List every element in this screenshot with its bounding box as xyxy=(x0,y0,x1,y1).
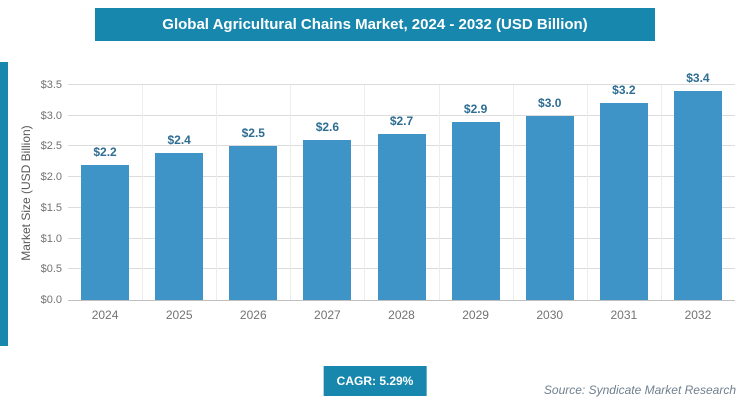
bar-value-label: $3.0 xyxy=(538,95,562,110)
vertical-gridline xyxy=(364,85,366,300)
bar xyxy=(599,103,648,300)
bar-value-label: $2.6 xyxy=(315,120,340,135)
bar-value-label: $2.7 xyxy=(389,114,414,129)
bar xyxy=(377,134,426,300)
x-tick-label: 2029 xyxy=(462,308,489,322)
bar xyxy=(451,121,500,300)
bar xyxy=(525,115,574,300)
vertical-gridline xyxy=(512,85,514,300)
x-axis: 2024 2025 2026 2027 2028 2029 2030 2031 2032 xyxy=(68,308,735,328)
header-banner: Global Agricultural Chains Market, 2024 … xyxy=(95,8,655,41)
vertical-gridline xyxy=(586,85,588,300)
x-tick-label: 2031 xyxy=(610,308,638,322)
chart-title: Global Agricultural Chains Market, 2024 … xyxy=(162,16,588,33)
bar xyxy=(81,164,130,300)
y-tick-label: $2.5 xyxy=(40,140,62,153)
x-tick-label: 2026 xyxy=(239,308,267,322)
y-tick-label: $1.5 xyxy=(40,201,62,214)
bar xyxy=(229,146,278,300)
accent-strip xyxy=(0,62,8,346)
bar-value-label: $2.9 xyxy=(463,101,488,116)
cagr-badge: CAGR: 5.29% xyxy=(323,366,427,396)
plot-area: $2.2 $2.4 $2.5 $2.6 $2.7 $2.9 $3.0 $3.2 $3.4 xyxy=(68,71,735,301)
gridline xyxy=(68,114,735,116)
y-tick-label: $1.0 xyxy=(40,232,62,245)
x-tick-label: 2030 xyxy=(536,308,564,322)
vertical-gridline xyxy=(660,85,662,300)
vertical-gridline xyxy=(142,85,144,300)
vertical-gridline xyxy=(438,85,440,300)
y-tick-label: $3.0 xyxy=(40,109,62,122)
bar-value-label: $2.5 xyxy=(241,126,265,141)
y-tick-label: $3.5 xyxy=(40,79,62,91)
x-tick-label: 2024 xyxy=(91,308,119,322)
bar-value-label: $3.4 xyxy=(686,71,710,86)
x-tick-label: 2025 xyxy=(165,308,193,322)
bar-value-label: $2.2 xyxy=(93,144,117,159)
source-credit: Source: Syndicate Market Research xyxy=(543,383,736,397)
y-tick-label: $0.0 xyxy=(40,294,62,306)
vertical-gridline xyxy=(290,85,292,300)
y-axis: $0.0 $0.5 $1.0 $1.5 $2.0 $2.5 $3.0 $3.5 xyxy=(14,79,62,306)
bar xyxy=(303,140,352,300)
bar-value-label: $2.4 xyxy=(167,132,191,147)
bar xyxy=(673,91,722,300)
x-tick-label: 2027 xyxy=(314,308,341,322)
x-tick-label: 2032 xyxy=(684,308,712,322)
y-tick-label: $2.0 xyxy=(40,171,62,184)
bar-value-label: $3.2 xyxy=(612,83,636,98)
bar xyxy=(155,152,204,300)
x-tick-label: 2028 xyxy=(388,308,415,322)
gridline xyxy=(68,84,735,85)
vertical-gridline xyxy=(216,85,218,300)
y-tick-label: $0.5 xyxy=(40,263,62,276)
